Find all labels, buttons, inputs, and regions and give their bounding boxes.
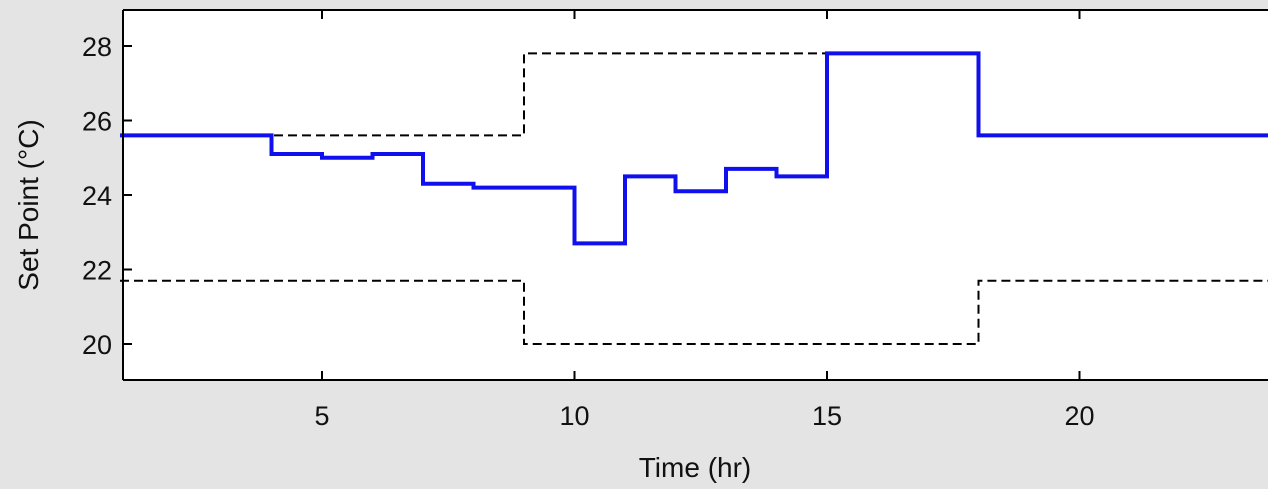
tick-layer: [123, 10, 1081, 380]
series-layer: [120, 51, 1268, 345]
plot-area: [123, 10, 1268, 380]
y-tick-label: 24: [82, 181, 112, 211]
y-tick-label: 22: [82, 256, 112, 286]
label-layer: 5 10 15 20 20 22 24 26 28: [82, 32, 1095, 431]
x-tick-label: 20: [1064, 401, 1094, 431]
x-tick-label: 5: [314, 401, 329, 431]
y-tick-label: 26: [82, 107, 112, 137]
x-tick-label: 15: [812, 401, 842, 431]
x-tick-label: 10: [559, 401, 589, 431]
y-tick-label: 20: [82, 330, 112, 360]
y-axis-title: Set Point (°C): [13, 119, 44, 290]
x-axis-title: Time (hr): [639, 452, 752, 483]
y-tick-label: 28: [82, 32, 112, 62]
series-line-bound-2: [120, 279, 1268, 345]
series-line-setpoint: [120, 51, 1268, 246]
